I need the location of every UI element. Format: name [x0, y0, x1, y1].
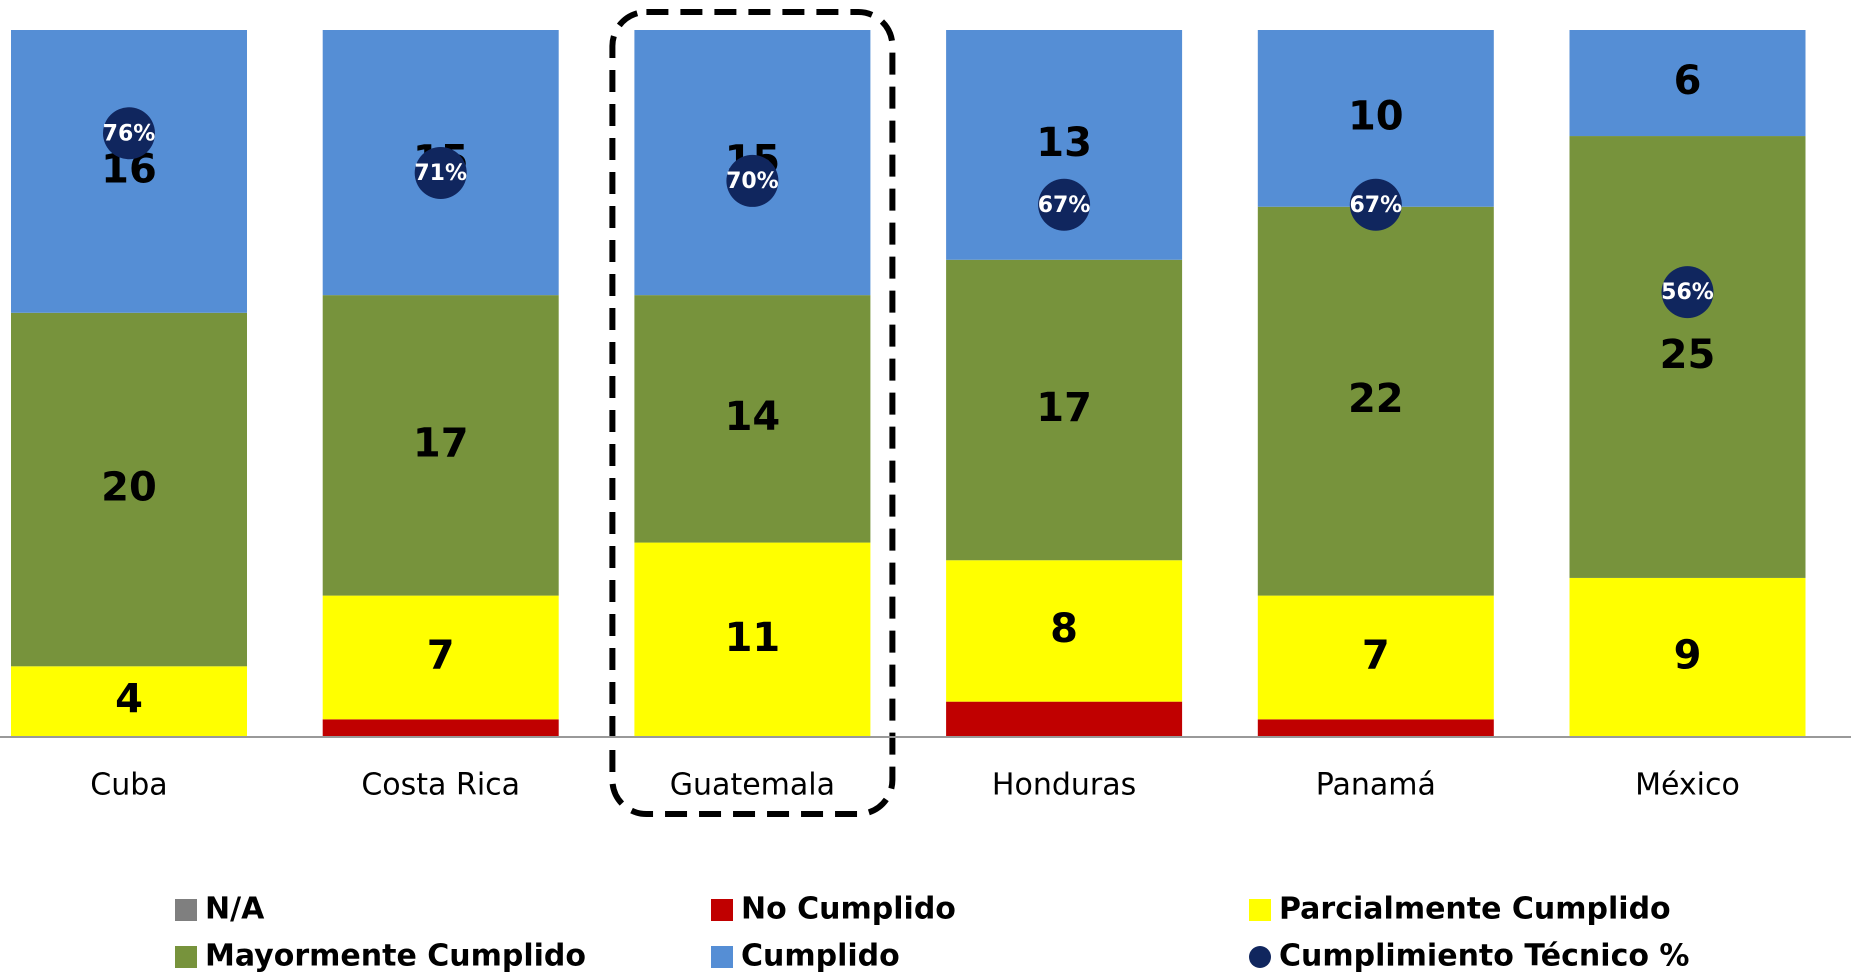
value-label: 4	[115, 677, 143, 723]
value-label: 9	[1674, 632, 1702, 678]
legend-swatch	[1249, 946, 1271, 968]
bar-segment	[1257, 206, 1494, 596]
marker	[1661, 266, 1714, 319]
value-label: 6	[1674, 58, 1702, 104]
marker-label: 70%	[726, 169, 779, 194]
bar-segment	[11, 312, 247, 667]
x-tick-label: Panamá	[1316, 768, 1436, 803]
value-label: 17	[1036, 385, 1092, 431]
value-label: 10	[1348, 93, 1404, 139]
bar-segment	[322, 295, 559, 596]
legend-label: No Cumplido	[741, 892, 956, 927]
legend-swatch	[175, 899, 197, 921]
value-label: 8	[1050, 606, 1078, 652]
bar-segment	[1569, 577, 1806, 737]
bar-segment	[11, 666, 247, 737]
x-tick-label: Costa Rica	[361, 768, 520, 803]
legend-swatch	[711, 946, 733, 968]
bar-segment	[1257, 595, 1494, 720]
bar-segment	[1569, 136, 1806, 578]
legend-swatch	[1249, 899, 1271, 921]
value-label: 11	[725, 615, 781, 661]
x-tick-label: Cuba	[90, 768, 167, 803]
bar-segment	[946, 259, 1183, 561]
bar-segment	[1257, 719, 1494, 737]
x-tick-label: México	[1635, 768, 1740, 803]
bar-segment	[1257, 30, 1494, 207]
legend-label: Parcialmente Cumplido	[1279, 892, 1671, 927]
legend-label: Cumplimiento Técnico %	[1279, 939, 1689, 974]
value-label: 14	[725, 394, 781, 440]
value-label: 17	[413, 420, 469, 466]
bar-segment	[322, 719, 559, 737]
value-label: 7	[427, 632, 455, 678]
bar-segment	[11, 30, 247, 313]
legend-swatch	[711, 899, 733, 921]
marker	[1038, 178, 1091, 231]
value-label: 25	[1660, 332, 1716, 378]
marker	[726, 154, 779, 207]
value-label: 13	[1036, 120, 1092, 166]
marker	[103, 107, 155, 160]
bar-segment	[322, 595, 559, 720]
bar-segment	[946, 560, 1183, 702]
legend-swatch	[175, 946, 197, 968]
value-label: 20	[101, 465, 157, 511]
marker	[1349, 178, 1402, 231]
legend-label: N/A	[205, 892, 265, 927]
bar-segment	[634, 295, 871, 543]
legend-label: Mayormente Cumplido	[205, 939, 586, 974]
marker-label: 56%	[1661, 280, 1714, 305]
x-tick-label: Honduras	[992, 768, 1136, 803]
value-label: 22	[1348, 376, 1404, 422]
bar-segment	[1569, 30, 1806, 137]
marker-label: 76%	[103, 121, 156, 146]
marker	[414, 146, 467, 199]
marker-label: 67%	[1038, 193, 1091, 218]
highlight-box	[609, 9, 896, 817]
bar-segment	[634, 542, 871, 737]
legend-label: Cumplido	[741, 939, 900, 974]
bar-segment	[946, 701, 1183, 737]
marker-label: 71%	[414, 161, 467, 186]
value-label: 7	[1362, 632, 1390, 678]
x-tick-label: Guatemala	[670, 768, 835, 803]
marker-label: 67%	[1349, 193, 1402, 218]
